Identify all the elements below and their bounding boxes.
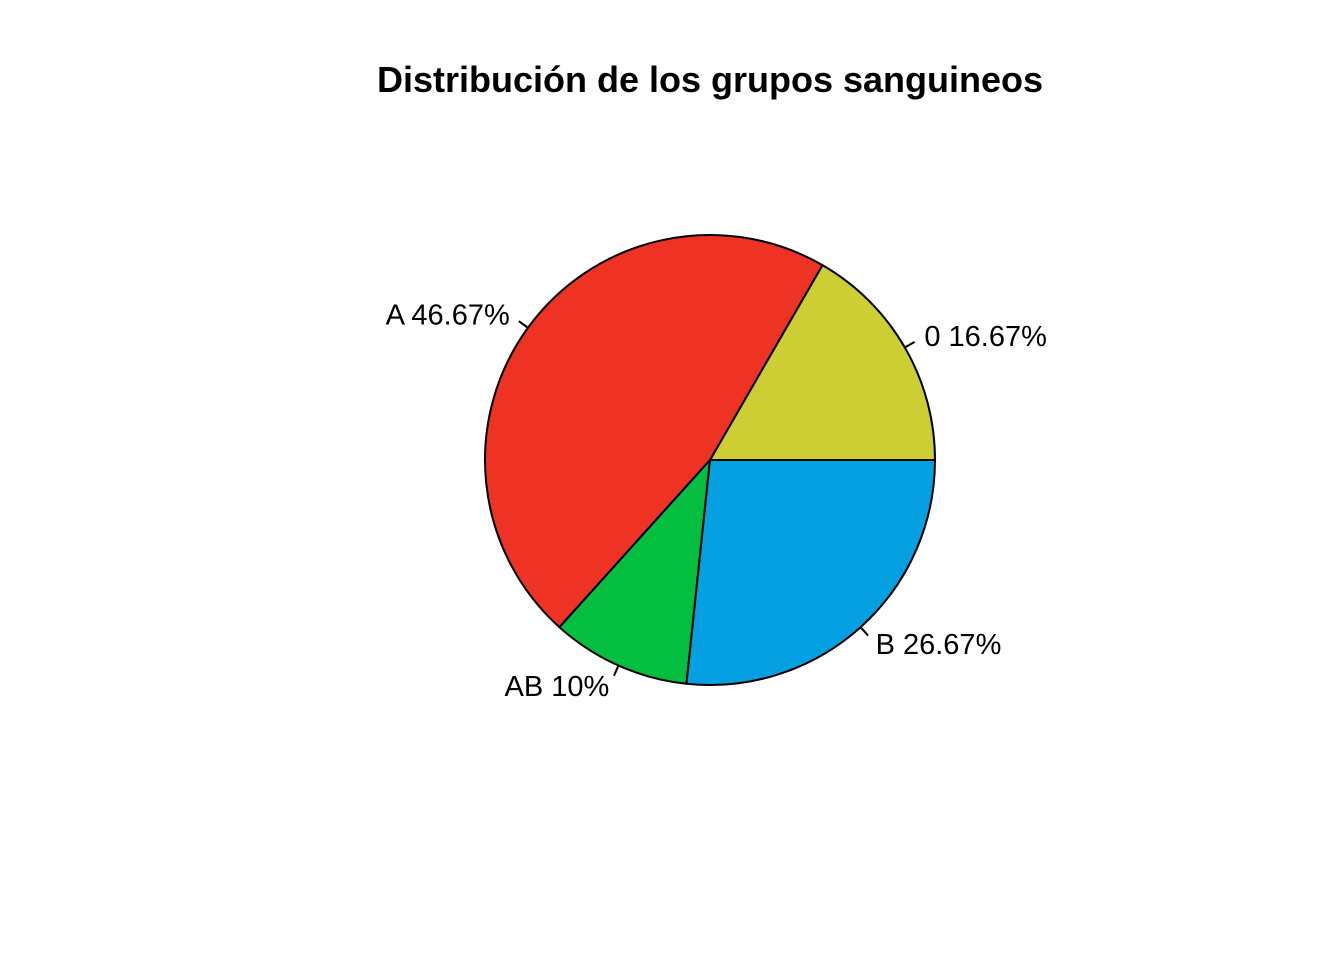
pie-slice-b [685,459,936,686]
leader-line-b [859,626,869,637]
pie-slices [484,234,936,686]
slice-label-b: B 26.67% [876,629,1002,661]
slice-label-ab: AB 10% [505,671,610,703]
leader-line-0 [904,340,916,349]
pie-leader-lines [518,320,916,677]
slice-label-0: 0 16.67% [924,321,1047,353]
leader-line-ab [612,665,620,677]
chart-title: Distribución de los grupos sanguineos [377,59,1043,100]
slice-label-a: A 46.67% [386,300,510,332]
pie-labels: 0 16.67% A 46.67% AB 10% B 26.67% [386,300,1047,704]
pie-slice-0 [709,264,936,461]
pie-slice-ab [558,459,711,685]
pie-slice-a [484,234,824,629]
leader-line-a [518,320,529,329]
